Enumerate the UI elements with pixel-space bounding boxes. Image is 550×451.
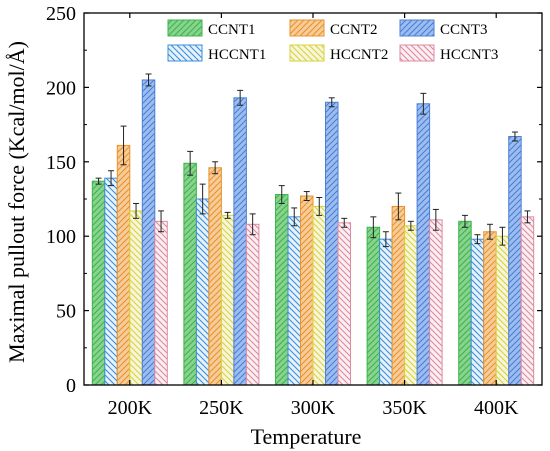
legend-label: HCCNT2 xyxy=(330,47,388,63)
y-tick-label: 50 xyxy=(56,301,76,323)
bar-ccnt2-400k xyxy=(483,231,497,386)
error-bar xyxy=(249,213,256,236)
error-bar xyxy=(303,191,310,201)
error-bar xyxy=(499,226,506,246)
y-tick-label: 0 xyxy=(66,375,76,397)
error-bar xyxy=(120,125,127,166)
legend-item-ccnt2: CCNT2 xyxy=(289,19,378,38)
error-bar xyxy=(511,131,518,142)
legend-label: HCCNT1 xyxy=(208,47,266,63)
x-tick-label: 400K xyxy=(474,397,519,419)
legend-label: CCNT2 xyxy=(330,22,378,38)
error-bar xyxy=(224,211,231,219)
error-bar xyxy=(133,202,140,219)
legend: CCNT1 CCNT2 CCNT3 HCCNT1 HCCNT2 HCCNT3 xyxy=(167,19,498,63)
bar-ccnt2-300k xyxy=(300,195,314,386)
bar-hccnt1-400k xyxy=(470,238,485,386)
axes: 0 50 100 150 200 250 200K 250K 300K 350K 400K xyxy=(46,3,543,419)
y-tick-label: 150 xyxy=(46,152,76,174)
bar-ccnt2-350k xyxy=(391,205,406,386)
y-tick-label: 200 xyxy=(46,77,76,99)
x-tick-label: 300K xyxy=(291,397,336,419)
bar-hccnt3-300k xyxy=(337,222,351,386)
error-bar xyxy=(316,197,323,216)
bar-hccnt1-200k xyxy=(104,177,118,386)
bar-ccnt2-200k xyxy=(116,144,131,386)
legend-label: CCNT3 xyxy=(440,22,488,38)
error-bar xyxy=(461,214,468,228)
bar-hccnt1-300k xyxy=(287,216,301,386)
bar-ccnt1-400k xyxy=(458,220,472,386)
error-bar xyxy=(158,210,165,233)
bar-ccnt1-300k xyxy=(275,194,289,386)
bar-hccnt3-200k xyxy=(154,220,168,386)
error-bar xyxy=(291,207,298,227)
bar-ccnt3-200k xyxy=(141,79,156,386)
bar-hccnt3-350k xyxy=(429,219,443,386)
error-bar xyxy=(432,208,439,231)
bar-hccnt2-200k xyxy=(129,210,143,386)
error-bar xyxy=(187,150,194,176)
bar-hccnt2-250k xyxy=(220,214,235,386)
legend-item-hccnt2: HCCNT2 xyxy=(289,44,388,63)
bar-hccnt3-400k xyxy=(520,216,535,386)
error-bar xyxy=(237,89,244,106)
error-bar xyxy=(212,161,219,175)
bar-ccnt2-250k xyxy=(208,167,222,386)
error-bar xyxy=(407,220,414,231)
legend-item-hccnt3: HCCNT3 xyxy=(399,44,498,63)
bar-hccnt1-250k xyxy=(195,198,210,386)
bar-ccnt1-250k xyxy=(183,162,197,386)
y-axis-label: Maximal pullout force (Kcal/mol/Å) xyxy=(4,41,29,363)
bar-ccnt3-400k xyxy=(508,136,522,386)
error-bar xyxy=(395,192,402,221)
error-bar xyxy=(370,216,377,239)
error-bar xyxy=(108,170,115,187)
x-tick-label: 250K xyxy=(199,397,244,419)
x-axis-label: Temperature xyxy=(251,424,362,449)
legend-item-hccnt1: HCCNT1 xyxy=(167,44,266,63)
error-bar xyxy=(524,210,531,224)
error-bar xyxy=(145,73,152,87)
bar-hccnt2-400k xyxy=(495,235,510,386)
x-tick-label: 200K xyxy=(108,397,153,419)
error-bar xyxy=(278,185,285,204)
error-bar xyxy=(420,92,427,115)
error-bar xyxy=(486,223,493,240)
bar-hccnt3-250k xyxy=(245,223,260,386)
bar-ccnt1-200k xyxy=(91,180,106,386)
bar-ccnt3-350k xyxy=(416,103,431,386)
error-bar xyxy=(474,234,481,245)
error-bar xyxy=(328,97,335,108)
error-bar xyxy=(95,177,102,185)
bar-ccnt1-350k xyxy=(366,226,381,386)
bars xyxy=(91,73,535,386)
bar-hccnt2-300k xyxy=(312,205,326,386)
error-bar xyxy=(341,217,348,228)
error-bar xyxy=(199,183,206,215)
legend-label: HCCNT3 xyxy=(440,47,498,63)
legend-label: CCNT1 xyxy=(208,22,256,38)
legend-item-ccnt3: CCNT3 xyxy=(399,19,488,38)
x-tick-label: 350K xyxy=(382,397,427,419)
bar-hccnt1-350k xyxy=(379,238,393,386)
legend-item-ccnt1: CCNT1 xyxy=(167,19,256,38)
error-bar xyxy=(382,231,389,248)
bar-ccnt3-300k xyxy=(325,101,339,386)
bar-hccnt2-350k xyxy=(404,225,418,386)
bar-ccnt3-250k xyxy=(233,97,247,386)
y-tick-label: 250 xyxy=(46,3,76,25)
y-tick-label: 100 xyxy=(46,226,76,248)
